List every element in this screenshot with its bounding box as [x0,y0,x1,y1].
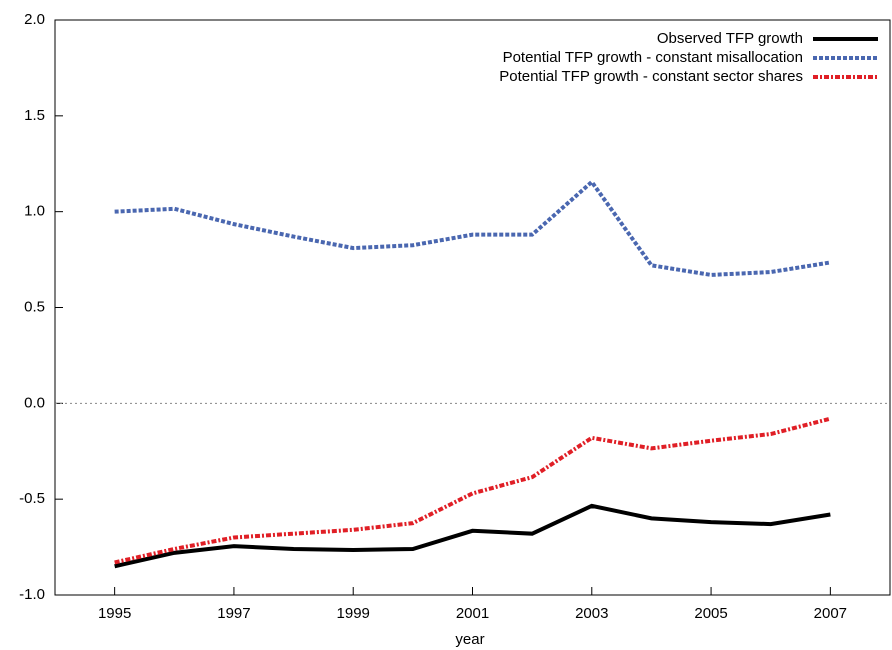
x-tick-label: 2005 [694,605,727,622]
x-tick-label: 2007 [814,605,847,622]
x-tick-label: 2001 [456,605,489,622]
series-line [114,503,831,569]
y-tick-label: -0.5 [19,490,45,507]
y-tick-label: 1.0 [24,203,45,220]
series-line [114,178,831,277]
y-tick-label: 0.0 [24,394,45,411]
x-tick-label: 1995 [98,605,131,622]
legend-label: Potential TFP growth - constant misalloc… [503,49,803,66]
series-line [114,416,831,565]
legend-label: Observed TFP growth [657,30,803,47]
legend-label: Potential TFP growth - constant sector s… [499,68,803,85]
y-tick-label: 2.0 [24,11,45,28]
plot-frame [54,19,891,596]
y-tick-label: 1.5 [24,107,45,124]
x-tick-label: 2003 [575,605,608,622]
y-tick-label: 0.5 [24,298,45,315]
x-tick-label: 1997 [217,605,250,622]
x-axis-label: year [455,631,484,648]
y-tick-label: -1.0 [19,586,45,603]
x-tick-label: 1999 [337,605,370,622]
